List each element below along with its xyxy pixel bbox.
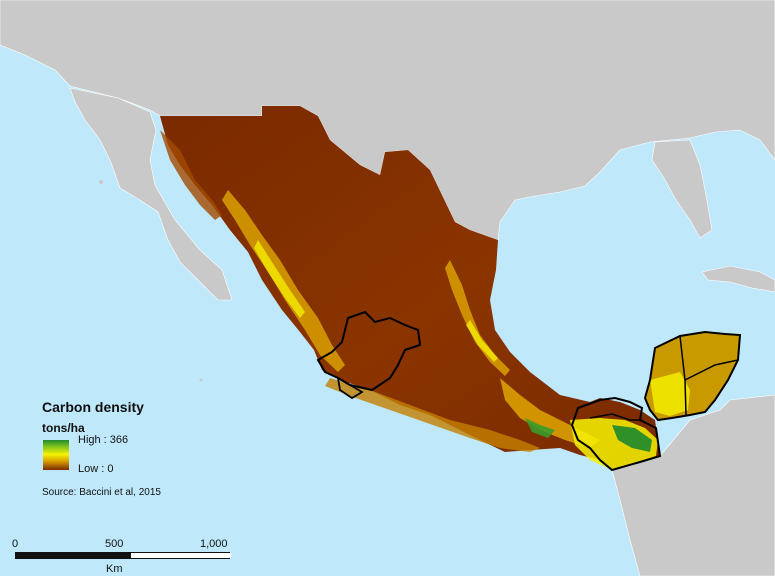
mexico-carbon-density <box>160 106 660 470</box>
scalebar-segment-light <box>131 553 231 558</box>
chiapas-green-forest <box>612 425 652 452</box>
scalebar-tick-0: 0 <box>12 538 19 550</box>
southern-pacific-vegetation <box>325 378 540 452</box>
southern-states-boundary <box>570 396 662 472</box>
scalebar <box>15 552 231 559</box>
chiapas-internal-boundary <box>589 413 642 421</box>
scalebar-segment-dark <box>16 553 131 558</box>
island-revillagigedo <box>199 378 203 382</box>
scalebar-tick-500: 500 <box>105 538 124 550</box>
baja-california-landmass <box>69 87 233 301</box>
oaxaca-green-forest <box>525 418 555 438</box>
sierra-madre-occidental-core <box>254 240 305 318</box>
sonora-vegetation <box>160 130 222 220</box>
florida-landmass <box>651 139 713 239</box>
colima-boundary <box>336 376 364 400</box>
scalebar-tick-1000: 1,000 <box>200 538 228 550</box>
legend-high-label: High : 366 <box>78 434 129 446</box>
yucatan-internal-boundary-2 <box>684 359 739 381</box>
legend-title: Carbon density <box>42 399 144 415</box>
yucatan-green-forest <box>650 372 690 416</box>
legend-color-ramp <box>43 440 69 470</box>
sierra-madre-oriental-core <box>466 320 498 362</box>
jalisco-boundary <box>316 310 422 392</box>
legend-unit: tons/ha <box>42 421 85 435</box>
island-guadalupe <box>99 180 103 184</box>
legend-source: Source: Baccini et al, 2015 <box>42 487 161 498</box>
legend-low-label: Low : 0 <box>78 463 114 475</box>
scalebar-unit: Km <box>106 563 123 575</box>
cuba-landmass <box>701 265 775 293</box>
yucatan-states-boundary <box>643 330 742 422</box>
sierra-madre-oriental <box>445 260 510 376</box>
